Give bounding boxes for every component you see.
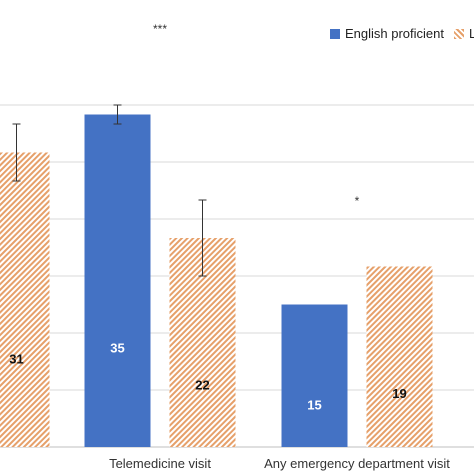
legend-swatch-blue [330,28,340,39]
bar-english-proficient [84,114,151,447]
legend-item-english-proficient: English proficient [330,26,444,41]
data-label: 22 [195,377,209,392]
data-label: 19 [392,386,406,401]
data-label: 31 [9,352,23,367]
bar-l [366,266,433,447]
category-label: Any emergency department visit [264,456,450,471]
data-label: 15 [307,397,321,412]
significance-marker: *** [153,22,167,36]
gridlines [0,104,474,448]
bar-l [0,152,50,447]
data-label: 35 [110,340,124,355]
legend-label: L [469,26,474,41]
bars [0,114,433,447]
legend-label: English proficient [345,26,444,41]
category-label: Telemedicine visit [109,456,211,471]
bar-english-proficient [281,304,348,447]
legend-swatch-hatched [454,28,464,39]
legend: English proficient L [330,26,474,41]
legend-item-l: L [454,26,474,41]
significance-marker: * [355,194,360,208]
